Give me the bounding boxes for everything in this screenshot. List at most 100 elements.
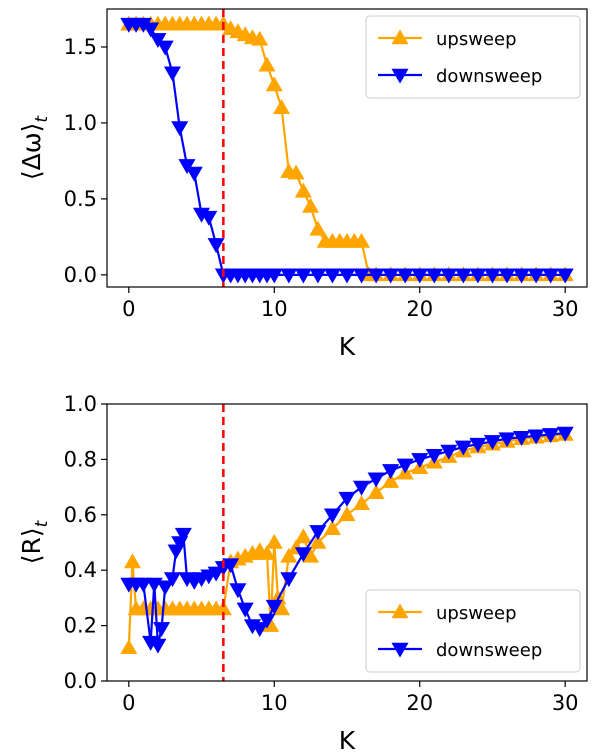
top-downsweep-point — [185, 166, 203, 182]
top-downsweep-point — [396, 268, 414, 284]
top-downsweep-point — [207, 238, 225, 254]
top-downsweep-point — [142, 22, 160, 38]
top-plot-delta-omega: 0 10 20 30 0.0 0.5 1.0 1.5 K ⟨Δω⟩t upsweep downswee… — [17, 8, 588, 361]
top-legend: upsweep downsweep — [365, 15, 581, 99]
top-downsweep-point — [171, 121, 189, 137]
bottom-downsweep-point — [411, 453, 429, 469]
bottom-upsweep-point — [323, 520, 341, 535]
bottom-upsweep-point — [120, 639, 138, 655]
top-upsweep-point — [353, 232, 371, 248]
top-downsweep-point — [411, 268, 429, 284]
top-downsweep-point — [163, 66, 181, 82]
top-downsweep-point — [353, 268, 371, 284]
bottom-axes-frame — [106, 403, 588, 682]
bottom-downsweep-point — [174, 527, 192, 543]
bottom-y-tick-label: 0.6 — [64, 503, 97, 527]
bottom-upsweep-point — [367, 484, 385, 499]
top-upsweep-point — [309, 220, 327, 236]
bottom-legend-swatch-marker — [391, 603, 409, 619]
bottom-upsweep-point — [265, 533, 283, 549]
top-x-tick-label: 0 — [122, 297, 135, 321]
top-downsweep-point — [149, 33, 167, 48]
top-downsweep-point — [542, 268, 560, 284]
top-upsweep-point — [258, 56, 276, 72]
top-legend-label-downsweep: downsweep — [436, 66, 542, 87]
bottom-downsweep-point — [134, 577, 152, 593]
bottom-downsweep-point — [236, 602, 254, 618]
bottom-downsweep-point — [483, 435, 501, 450]
bottom-legend: upsweep downsweep — [365, 589, 581, 673]
bottom-downsweep-point — [469, 437, 487, 453]
bottom-y-axis-label: ⟨R⟩t — [17, 519, 52, 564]
bottom-downsweep-point — [153, 622, 171, 637]
bottom-y-tick-label: 0.0 — [64, 669, 97, 693]
top-downsweep-point — [556, 268, 574, 284]
top-x-tick-label: 10 — [261, 297, 288, 321]
bottom-downsweep-point — [265, 599, 283, 615]
top-downsweep-point — [425, 268, 443, 284]
bottom-downsweep-point — [229, 583, 247, 599]
top-downsweep-point — [440, 268, 458, 284]
bottom-downsweep-point — [338, 491, 356, 507]
bottom-downsweep-point — [367, 472, 385, 488]
top-y-tick-label: 0.5 — [64, 187, 97, 211]
top-upsweep-point — [265, 76, 283, 92]
top-upsweep-point — [251, 30, 269, 46]
bottom-downsweep-point — [163, 572, 181, 588]
bottom-downsweep-point — [527, 429, 545, 445]
top-downsweep-point — [280, 268, 298, 284]
top-y-tick-label: 1.5 — [64, 35, 97, 59]
bottom-upsweep-point — [258, 544, 276, 560]
bottom-downsweep-point — [556, 426, 574, 442]
top-legend-frame — [365, 15, 581, 99]
top-legend-label-upsweep: upsweep — [436, 29, 517, 50]
top-downsweep-point — [469, 268, 487, 284]
bottom-upsweep-point — [309, 533, 327, 549]
top-downsweep-point — [513, 268, 531, 284]
bottom-y-tick-label: 0.8 — [64, 447, 97, 471]
top-upsweep-point — [287, 164, 305, 180]
bottom-y-tick-label: 0.2 — [64, 614, 97, 638]
top-downsweep-point — [323, 268, 341, 284]
bottom-downsweep-point — [222, 558, 240, 574]
bottom-downsweep-point — [425, 448, 443, 464]
bottom-legend-label-upsweep: upsweep — [436, 603, 517, 624]
bottom-series-downsweep — [120, 426, 574, 654]
bottom-legend-swatch-marker — [391, 642, 409, 658]
bottom-x-tick-label: 30 — [552, 691, 579, 715]
bottom-plot-order-parameter: 0 10 20 30 0.0 0.2 0.4 0.6 0.8 1.0 K ⟨R⟩t upsweep dow… — [17, 392, 588, 755]
bottom-downsweep-point — [440, 444, 458, 460]
top-downsweep-point — [483, 268, 501, 284]
top-x-axis-label: K — [339, 332, 356, 361]
top-downsweep-point — [294, 268, 312, 284]
bottom-x-axis-label: K — [339, 726, 356, 755]
bottom-downsweep-point — [251, 622, 269, 637]
top-downsweep-point — [265, 268, 283, 284]
bottom-upsweep-point — [280, 547, 298, 563]
top-downsweep-point — [338, 268, 356, 284]
top-y-axis-label: ⟨Δω⟩t — [17, 115, 52, 181]
bottom-legend-frame — [365, 589, 581, 673]
bottom-downsweep-point — [323, 508, 341, 524]
bottom-x-tick-label: 10 — [261, 691, 288, 715]
bottom-upsweep-point — [353, 495, 371, 511]
top-legend-swatch-marker — [391, 29, 409, 45]
top-axes-frame — [106, 8, 588, 288]
bottom-downsweep-point — [294, 547, 312, 563]
top-downsweep-point — [156, 40, 174, 56]
top-x-tick-label: 20 — [406, 297, 433, 321]
bottom-downsweep-point — [309, 525, 327, 541]
bottom-x-tick-label: 0 — [122, 691, 135, 715]
top-downsweep-point — [498, 268, 516, 284]
bottom-downsweep-point — [280, 572, 298, 588]
bottom-upsweep-point — [294, 528, 312, 544]
bottom-legend-label-downsweep: downsweep — [436, 640, 542, 661]
bottom-downsweep-point — [149, 638, 167, 654]
top-downsweep-point — [200, 210, 218, 226]
bottom-downsweep-point — [156, 580, 174, 596]
top-y-tick-label: 1.0 — [64, 111, 97, 135]
top-series-downsweep — [120, 17, 574, 284]
bottom-downsweep-point — [207, 566, 225, 582]
bottom-y-tick-label: 1.0 — [64, 392, 97, 416]
